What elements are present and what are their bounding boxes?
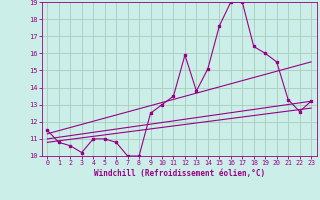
X-axis label: Windchill (Refroidissement éolien,°C): Windchill (Refroidissement éolien,°C) (94, 169, 265, 178)
